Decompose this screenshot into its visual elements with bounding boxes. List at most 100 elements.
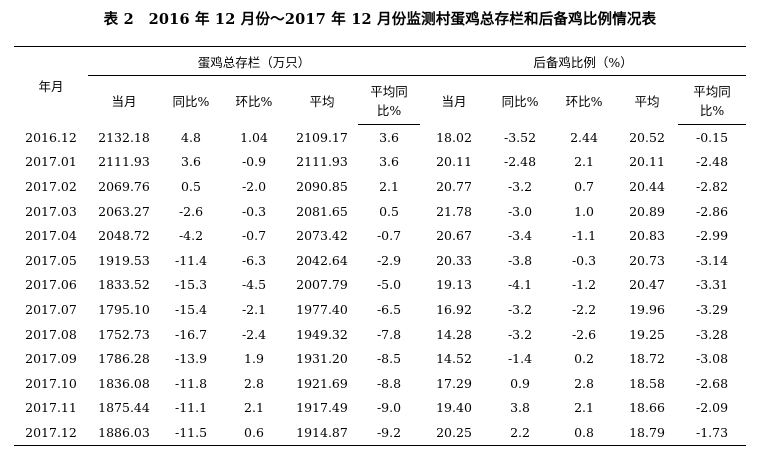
stock-current-cell: 1833.52 <box>98 277 150 293</box>
ratio-yoy-cell: -2.48 <box>503 154 537 170</box>
table-body: 2016.12 2132.18 4.8 1.04 2109.17 3.6 18.02 -3.5… <box>14 125 747 446</box>
ratio-yoy-header: 同比% <box>501 93 539 109</box>
stock-avg-yoy-cell: 3.6 <box>379 129 399 145</box>
stock-mom-cell: 1.04 <box>240 129 268 145</box>
stock-avg-yoy-header-line1: 平均同 <box>370 84 408 99</box>
stock-current-cell: 1886.03 <box>88 420 160 446</box>
ratio-mom-cell: -1.2 <box>571 277 597 293</box>
stock-current-cell: 2048.72 <box>98 228 150 244</box>
stock-mom-cell: 2.8 <box>244 375 264 391</box>
ratio-mom-cell: 2.1 <box>574 154 594 170</box>
stock-avg-yoy-cell: -8.5 <box>376 351 402 367</box>
stock-avg-cell: 2109.17 <box>296 129 348 145</box>
stock-group-label: 蛋鸡总存栏（万只） <box>197 54 311 70</box>
ratio-current-cell: 19.13 <box>436 277 472 293</box>
ratio-avg-yoy-cell: -3.14 <box>695 252 729 268</box>
stock-current-cell: 1786.28 <box>98 351 150 367</box>
year-month-cell: 2017.11 <box>25 400 77 416</box>
ratio-current-cell: 16.92 <box>436 301 472 317</box>
stock-avg-yoy-cell: -7.8 <box>376 326 402 342</box>
table-row: 2016.12 2132.18 4.8 1.04 2109.17 3.6 18.02 -3.5… <box>14 125 746 150</box>
stock-yoy-cell: -2.6 <box>178 203 204 219</box>
stock-avg-cell: 2081.65 <box>296 203 348 219</box>
stock-yoy-cell: 0.5 <box>181 178 201 194</box>
ratio-avg-cell: 18.72 <box>629 351 665 367</box>
stock-avg-cell: 2007.79 <box>296 277 348 293</box>
stock-yoy-cell: -11.5 <box>160 420 222 446</box>
year-month-cell: 2017.03 <box>25 203 77 219</box>
ratio-avg-yoy-cell: -2.86 <box>695 203 729 219</box>
ratio-avg-yoy-cell: -1.73 <box>678 420 747 446</box>
stock-mom-cell: 0.6 <box>222 420 286 446</box>
ratio-avg-yoy-cell: -2.09 <box>695 400 729 416</box>
stock-mom-cell: -2.4 <box>241 326 267 342</box>
ratio-avg-yoy-cell: -0.15 <box>695 129 729 145</box>
ratio-avg-yoy-cell: -3.28 <box>695 326 729 342</box>
year-month-cell: 2017.02 <box>25 178 77 194</box>
ratio-mom-cell: -2.2 <box>571 301 597 317</box>
ratio-yoy-cell: -3.4 <box>507 228 533 244</box>
ratio-mom-cell: 0.7 <box>574 178 594 194</box>
ratio-current-cell: 18.02 <box>436 129 472 145</box>
stock-yoy-cell: -15.4 <box>174 301 208 317</box>
table-row: 2017.12 1886.03 -11.5 0.6 1914.87 -9.2 20.25 2.… <box>14 420 747 446</box>
ratio-mom-cell: 0.2 <box>574 351 594 367</box>
stock-yoy-cell: -11.4 <box>174 252 208 268</box>
ratio-current-cell: 20.67 <box>436 228 472 244</box>
stock-avg-yoy-cell: -2.9 <box>376 252 402 268</box>
stock-current-cell: 2111.93 <box>98 154 150 170</box>
stock-avg-cell: 1914.87 <box>286 420 358 446</box>
table-row: 2017.08 1752.73 -16.7 -2.4 1949.32 -7.8 14.28 -… <box>14 322 746 347</box>
stock-avg-cell: 1917.49 <box>296 400 348 416</box>
ratio-mom-cell: 1.0 <box>574 203 594 219</box>
ratio-avg-cell: 18.79 <box>616 420 679 446</box>
stock-avg-cell: 1931.20 <box>296 351 348 367</box>
ratio-current-cell: 21.78 <box>436 203 472 219</box>
stock-avg-yoy-cell: -9.0 <box>376 400 402 416</box>
ratio-current-cell: 19.40 <box>436 400 472 416</box>
ratio-current-cell: 20.33 <box>436 252 472 268</box>
stock-mom-cell: -6.3 <box>241 252 267 268</box>
ratio-avg-yoy-header-line1: 平均同 <box>693 84 731 99</box>
ratio-yoy-cell: 3.8 <box>510 400 530 416</box>
ratio-current-cell: 14.28 <box>436 326 472 342</box>
table-row: 2017.03 2063.27 -2.6 -0.3 2081.65 0.5 21.78 -3.… <box>14 199 746 224</box>
year-month-cell: 2017.04 <box>25 228 77 244</box>
stock-current-cell: 2063.27 <box>98 203 150 219</box>
stock-avg-cell: 2090.85 <box>296 178 348 194</box>
stock-avg-yoy-cell: 0.5 <box>379 203 399 219</box>
ratio-avg-yoy-cell: -2.82 <box>695 178 729 194</box>
stock-yoy-cell: -4.2 <box>178 228 204 244</box>
stock-mom-cell: -2.0 <box>241 178 267 194</box>
stock-yoy-cell: 3.6 <box>181 154 201 170</box>
stock-current-cell: 2132.18 <box>98 129 150 145</box>
ratio-avg-yoy-header-line2: 比% <box>678 100 747 125</box>
ratio-avg-cell: 20.52 <box>629 129 665 145</box>
ratio-avg-yoy-cell: -2.99 <box>695 228 729 244</box>
stock-avg-yoy-cell: 2.1 <box>379 178 399 194</box>
ratio-avg-yoy-cell: -2.48 <box>695 154 729 170</box>
ratio-current-cell: 14.52 <box>436 351 472 367</box>
stock-mom-cell: -0.7 <box>241 228 267 244</box>
ratio-avg-cell: 18.58 <box>629 375 665 391</box>
ratio-group-header: 后备鸡比例（%） <box>420 46 747 76</box>
stock-current-cell: 1919.53 <box>98 252 150 268</box>
ratio-current-cell: 17.29 <box>436 375 472 391</box>
ratio-yoy-cell: -3.2 <box>507 326 533 342</box>
stock-avg-yoy-cell: -8.8 <box>376 375 402 391</box>
ratio-yoy-cell: -1.4 <box>507 351 533 367</box>
stock-mom-cell: -4.5 <box>241 277 267 293</box>
ratio-mom-cell: -0.3 <box>571 252 597 268</box>
ratio-yoy-cell: -3.2 <box>507 301 533 317</box>
ratio-yoy-cell: -3.0 <box>507 203 533 219</box>
stock-current-cell: 1836.08 <box>98 375 150 391</box>
ratio-mom-header: 环比% <box>565 93 603 109</box>
stock-yoy-cell: -15.3 <box>174 277 208 293</box>
table-row: 2017.07 1795.10 -15.4 -2.1 1977.40 -6.5 16.92 -… <box>14 297 746 322</box>
stock-avg-yoy-header-line2: 比% <box>358 100 421 125</box>
year-month-cell: 2017.06 <box>25 277 77 293</box>
stock-avg-cell: 1921.69 <box>296 375 348 391</box>
data-table: 年月 蛋鸡总存栏（万只） 后备鸡比例（%） 当月 同比% 环比% 平均 平均同 … <box>14 46 747 446</box>
ratio-group-label: 后备鸡比例（%） <box>533 54 633 70</box>
stock-avg-cell: 2073.42 <box>296 228 348 244</box>
